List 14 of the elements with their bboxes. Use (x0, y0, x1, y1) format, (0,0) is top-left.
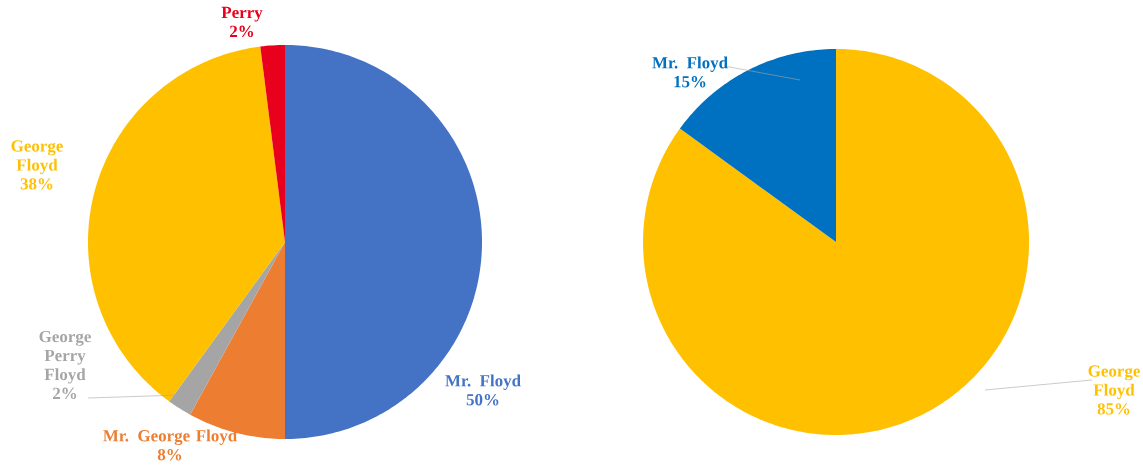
slice-label: George Floyd (11, 140, 63, 175)
slice-label: Mr. Floyd (652, 56, 728, 72)
slice-label: George Perry Floyd (39, 330, 91, 384)
slice-label: Perry (221, 6, 263, 22)
data-label: 50% (466, 393, 499, 406)
slice-label: Mr. Floyd (445, 374, 521, 390)
slice-label: George Floyd (1088, 365, 1140, 400)
data-label: 2% (53, 387, 77, 400)
data-label: 8% (157, 448, 182, 461)
data-label: 2% (230, 25, 254, 38)
slice-label: Mr. George Floyd (103, 429, 238, 446)
data-label: 85% (1097, 403, 1130, 415)
data-label: 38% (20, 178, 53, 190)
data-label: 15% (674, 75, 706, 88)
